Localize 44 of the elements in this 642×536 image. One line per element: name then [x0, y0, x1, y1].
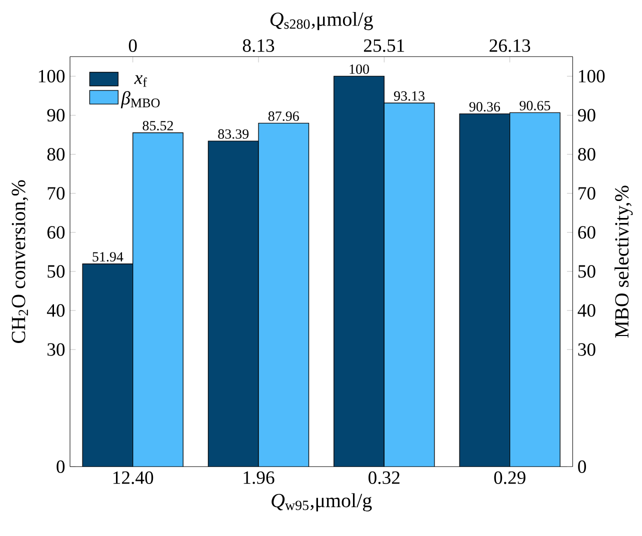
- legend-label: β$_{MBO}$: [120, 91, 160, 108]
- y2-axis-title: MBO selectivity,%: [614, 186, 633, 338]
- data-label: 87.96: [268, 111, 299, 121]
- y-axis-title: CH$_{2}$O conversion,%: [12, 180, 28, 344]
- y2-tick-label: 60: [578, 226, 596, 239]
- data-label: 51.94: [92, 252, 124, 262]
- y2-tick-label: 50: [578, 265, 596, 278]
- y-tick-label: 70: [48, 187, 65, 200]
- y2-tick-label: 80: [578, 148, 596, 161]
- data-label: 90.65: [520, 100, 550, 110]
- text: 0: [128, 39, 137, 52]
- x-tick-label: 1.96: [244, 471, 274, 484]
- x-tick-label: 12.40: [113, 471, 154, 484]
- data-label: 83.39: [218, 129, 249, 139]
- y-tick-label: 40: [46, 304, 65, 317]
- text: 25.51: [364, 39, 404, 52]
- y-tick-label: 100: [38, 70, 65, 82]
- data-label: 93.13: [394, 91, 424, 101]
- y2-tick-label: 90: [578, 108, 596, 122]
- data-label: 100: [350, 64, 369, 74]
- y-tick-label: 90: [47, 108, 65, 122]
- y2-tick-label: 30: [578, 343, 596, 356]
- legend-label: x$_{f}$: [134, 75, 147, 87]
- bar: [82, 264, 134, 467]
- x-tick-label: 0.29: [494, 471, 526, 484]
- y2-tick-label: 70: [578, 187, 596, 200]
- y-tick-label: 50: [48, 265, 65, 278]
- text: 8.13: [242, 39, 274, 52]
- x-axis-title: Q$_{w95}$,μmol/g: [272, 493, 372, 512]
- y-tick-label: 30: [48, 343, 65, 356]
- y2-tick-label: 0: [578, 460, 586, 473]
- y2-tick-label: 100: [579, 70, 605, 82]
- bar: [208, 140, 259, 467]
- x-tick-label: 0.32: [368, 471, 400, 484]
- y2-tick-label: 40: [578, 304, 596, 317]
- y-tick-label: 80: [47, 148, 65, 161]
- text: 26.13: [490, 39, 530, 52]
- y-tick-label: 60: [47, 226, 65, 239]
- x2-axis-title: Q$_{s280}$,μmol/g: [270, 12, 373, 30]
- bar: [334, 76, 384, 467]
- bar: [459, 113, 510, 467]
- y-tick-label: 0: [56, 460, 65, 473]
- data-label: 85.52: [142, 120, 173, 130]
- data-label: 90.36: [469, 102, 500, 112]
